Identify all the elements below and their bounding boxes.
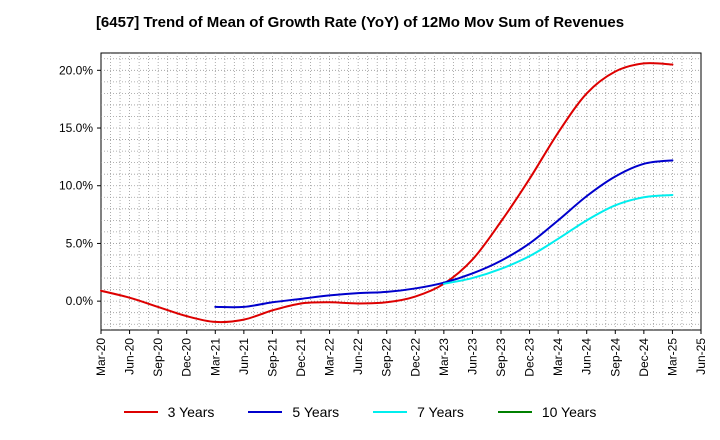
series-line-7-years	[442, 193, 674, 285]
x-tick-label: Sep-22	[380, 338, 394, 377]
x-tick-label: Jun-20	[123, 338, 137, 375]
x-tick-label: Jun-23	[465, 338, 479, 375]
chart-title: [6457] Trend of Mean of Growth Rate (YoY…	[95, 14, 625, 31]
series-line-5-years	[214, 159, 674, 309]
x-tick-label: Dec-20	[180, 338, 194, 377]
y-axis-ticks: 0.0% 5.0% 10.0% 15.0% 20.0%	[59, 63, 101, 308]
x-tick-label: Sep-20	[151, 338, 165, 377]
legend-swatch-5-years	[248, 411, 283, 413]
legend: 3 Years 5 Years 7 Years 10 Years	[0, 404, 720, 420]
legend-item-3-years: 3 Years	[123, 404, 215, 420]
x-tick-label: Sep-24	[608, 338, 622, 377]
grid-lines	[101, 53, 701, 330]
legend-label-10-years: 10 Years	[541, 404, 597, 420]
y-tick-label: 15.0%	[59, 121, 93, 135]
x-tick-label: Mar-22	[323, 338, 337, 376]
series-lines	[100, 62, 674, 324]
plot-area	[100, 52, 702, 331]
series-line-3-years	[100, 62, 674, 324]
x-tick-label: Mar-24	[551, 338, 565, 376]
y-tick-label: 0.0%	[66, 294, 94, 308]
x-tick-label: Mar-25	[665, 338, 679, 376]
x-tick-label: Sep-21	[265, 338, 279, 377]
legend-swatch-3-years	[123, 411, 158, 413]
x-tick-label: Dec-23	[523, 338, 537, 377]
legend-label-7-years: 7 Years	[417, 404, 464, 420]
x-tick-label: Jun-22	[351, 338, 365, 375]
legend-item-5-years: 5 Years	[248, 404, 339, 420]
y-tick-label: 5.0%	[66, 236, 94, 250]
x-tick-label: Jun-25	[694, 338, 708, 375]
x-tick-label: Dec-22	[408, 338, 422, 377]
x-tick-label: Sep-23	[494, 338, 508, 377]
x-tick-label: Jun-24	[580, 338, 594, 375]
x-tick-label: Mar-23	[437, 338, 451, 376]
x-tick-label: Mar-21	[208, 338, 222, 376]
legend-swatch-7-years	[373, 411, 408, 413]
x-tick-label: Dec-21	[294, 338, 308, 377]
legend-item-7-years: 7 Years	[373, 404, 464, 420]
x-tick-label: Mar-20	[94, 338, 108, 376]
legend-item-10-years: 10 Years	[497, 404, 597, 420]
legend-swatch-10-years	[497, 411, 532, 413]
x-axis-ticks: Mar-20 Jun-20 Sep-20 Dec-20 Mar-21 Jun-21 Sep-…	[94, 330, 708, 377]
y-tick-label: 10.0%	[59, 179, 93, 193]
legend-label-3-years: 3 Years	[167, 404, 215, 420]
x-tick-label: Jun-21	[237, 338, 251, 375]
y-tick-label: 20.0%	[59, 63, 93, 77]
legend-label-5-years: 5 Years	[292, 404, 340, 420]
x-tick-label: Dec-24	[637, 338, 651, 377]
